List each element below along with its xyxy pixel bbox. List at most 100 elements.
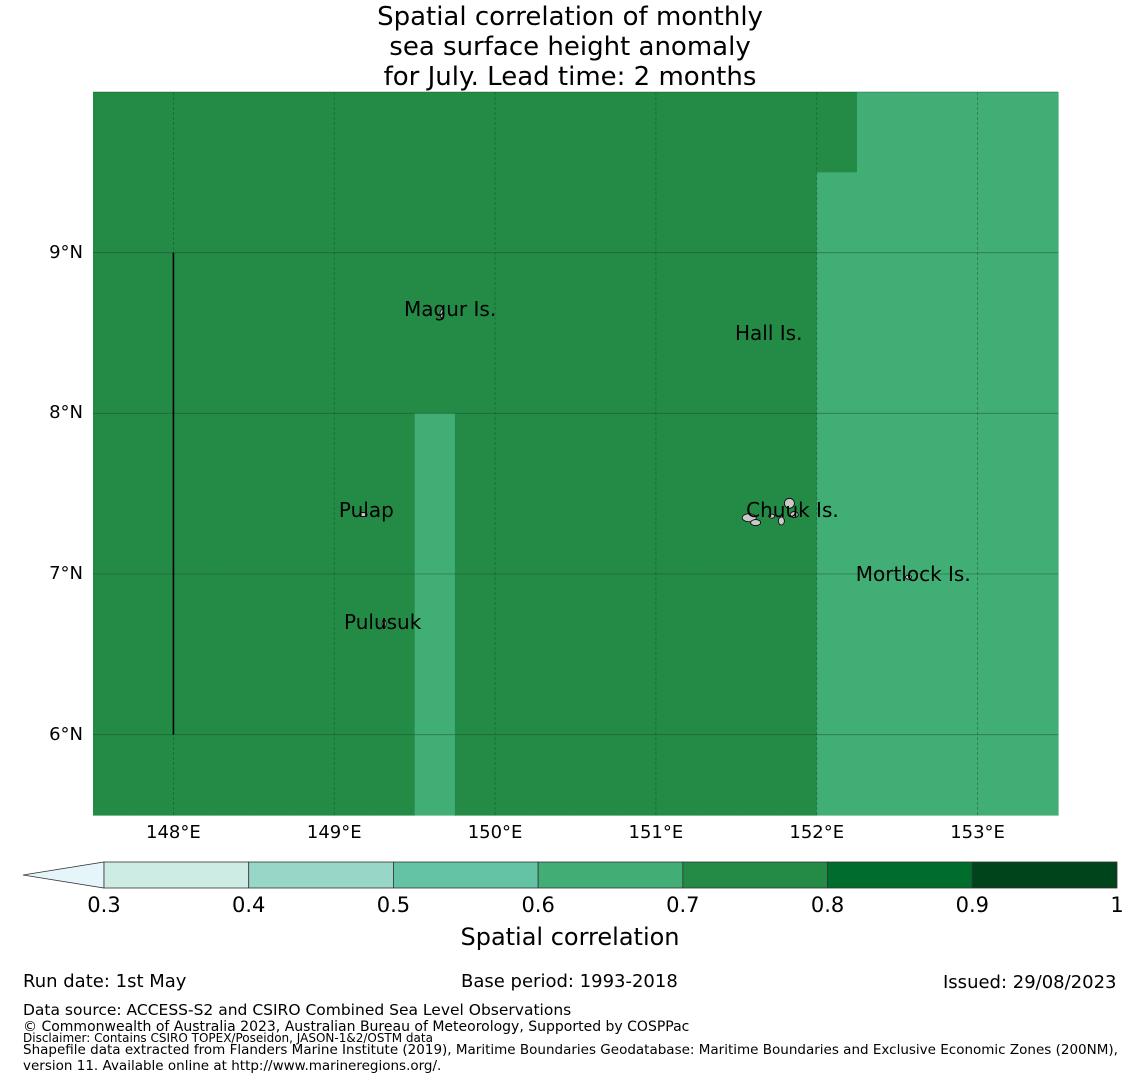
heatmap-cell: [856, 533, 898, 575]
heatmap-cell: [173, 654, 215, 696]
heatmap-cell: [495, 654, 536, 696]
heatmap-cell: [615, 493, 657, 535]
heatmap-cell: [816, 654, 858, 696]
heatmap-cell: [937, 132, 979, 173]
heatmap-cell: [173, 533, 215, 575]
heatmap-cell: [334, 333, 376, 374]
heatmap-cell: [1017, 172, 1059, 214]
colorbar: [22, 861, 1118, 889]
heatmap-cell: [173, 172, 215, 214]
shapefile-credit: Shapefile data extracted from Flanders M…: [23, 1042, 1118, 1074]
heatmap-cell: [294, 453, 335, 495]
heatmap-cell: [776, 413, 818, 455]
heatmap-cell: [253, 212, 295, 254]
heatmap-cell: [294, 413, 335, 455]
heatmap-cell: [374, 333, 416, 374]
heatmap-cell: [937, 774, 979, 816]
heatmap-cell: [937, 292, 979, 334]
heatmap-cell: [575, 92, 617, 133]
run-date: Run date: 1st May: [23, 971, 187, 992]
heatmap-cell: [816, 694, 858, 736]
heatmap-cell: [535, 413, 577, 455]
heatmap-cell: [977, 212, 1019, 254]
heatmap-cell: [374, 614, 416, 655]
heatmap-cell: [615, 774, 657, 816]
heatmap-cell: [93, 453, 134, 495]
heatmap-cell: [495, 132, 536, 173]
heatmap-cell: [897, 574, 938, 615]
heatmap-cell: [495, 252, 536, 294]
heatmap-cell: [535, 493, 577, 535]
heatmap-cell: [253, 533, 295, 575]
heatmap-cell: [213, 453, 255, 495]
heatmap-cell: [736, 654, 778, 696]
heatmap-cell: [454, 132, 496, 173]
place-label: Chuuk Is.: [746, 497, 839, 522]
heatmap-cell: [977, 373, 1019, 414]
heatmap-cell: [816, 574, 858, 615]
heatmap-cell: [93, 373, 134, 414]
colorbar-swatch: [682, 861, 828, 889]
heatmap-cell: [856, 212, 898, 254]
heatmap-cell: [575, 574, 617, 615]
heatmap-cell: [253, 574, 295, 615]
heatmap-cell: [655, 413, 697, 455]
heatmap-cell: [173, 453, 215, 495]
heatmap-cell: [816, 413, 858, 455]
heatmap-cell: [414, 373, 456, 414]
heatmap-cell: [334, 533, 376, 575]
heatmap-cell: [294, 333, 335, 374]
heatmap-cell: [816, 493, 858, 535]
heatmap-cell: [977, 292, 1019, 334]
heatmap-cell: [133, 132, 175, 173]
heatmap-cell: [374, 172, 416, 214]
heatmap-cell: [696, 373, 737, 414]
y-tick-label: 7°N: [49, 563, 83, 584]
heatmap-cell: [253, 292, 295, 334]
heatmap-cell: [414, 132, 456, 173]
heatmap-cell: [615, 132, 657, 173]
heatmap-cell: [736, 132, 778, 173]
heatmap-cell: [253, 373, 295, 414]
issued-date: Issued: 29/08/2023: [943, 972, 1117, 993]
heatmap-cell: [173, 694, 215, 736]
heatmap-cell: [776, 774, 818, 816]
heatmap-cell: [294, 493, 335, 535]
heatmap-cell: [93, 694, 134, 736]
heatmap-cell: [93, 92, 134, 133]
x-tick-label: 149°E: [306, 822, 362, 843]
y-tick-label: 6°N: [49, 723, 83, 745]
heatmap-cell: [937, 694, 979, 736]
heatmap-cell: [374, 252, 416, 294]
heatmap-cell: [776, 292, 818, 334]
heatmap-cell: [1017, 373, 1059, 414]
base-period: Base period: 1993-2018: [461, 971, 678, 992]
heatmap-cell: [253, 413, 295, 455]
heatmap-cell: [696, 453, 737, 495]
heatmap-cell: [816, 533, 858, 575]
heatmap-cell: [334, 453, 376, 495]
heatmap-cell: [736, 252, 778, 294]
heatmap-cell: [1017, 132, 1059, 173]
heatmap-cell: [294, 734, 335, 776]
heatmap-cell: [736, 453, 778, 495]
heatmap-cell: [856, 292, 898, 334]
heatmap-cell: [856, 774, 898, 816]
heatmap-cell: [977, 493, 1019, 535]
heatmap-cell: [535, 252, 577, 294]
heatmap-cell: [334, 774, 376, 816]
heatmap-cell: [414, 252, 456, 294]
heatmap-cell: [294, 654, 335, 696]
heatmap-cell: [977, 92, 1019, 133]
heatmap-cell: [535, 694, 577, 736]
heatmap-cell: [655, 252, 697, 294]
heatmap-cell: [816, 774, 858, 816]
island-shape: [381, 619, 387, 629]
heatmap-cell: [495, 92, 536, 133]
heatmap-cell: [856, 694, 898, 736]
heatmap-cell: [776, 92, 818, 133]
heatmap-cell: [93, 734, 134, 776]
heatmap-cell: [454, 252, 496, 294]
heatmap-cell: [213, 694, 255, 736]
